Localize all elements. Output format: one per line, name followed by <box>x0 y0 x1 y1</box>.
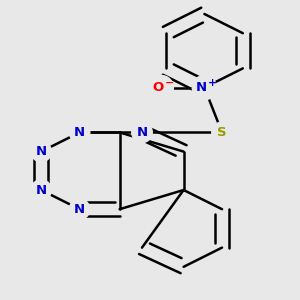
Circle shape <box>192 75 217 100</box>
Text: N: N <box>136 126 148 139</box>
Text: O: O <box>152 81 164 94</box>
Text: N: N <box>36 184 47 196</box>
Circle shape <box>69 122 90 142</box>
Circle shape <box>149 75 173 100</box>
Circle shape <box>31 141 51 162</box>
Circle shape <box>69 199 90 220</box>
Circle shape <box>31 180 51 200</box>
Circle shape <box>212 122 232 142</box>
Text: S: S <box>217 126 227 139</box>
Text: +: + <box>208 78 217 88</box>
Text: N: N <box>74 203 85 216</box>
Text: −: − <box>164 78 174 88</box>
Text: N: N <box>36 145 47 158</box>
Text: N: N <box>196 81 207 94</box>
Circle shape <box>132 122 152 142</box>
Text: N: N <box>74 126 85 139</box>
